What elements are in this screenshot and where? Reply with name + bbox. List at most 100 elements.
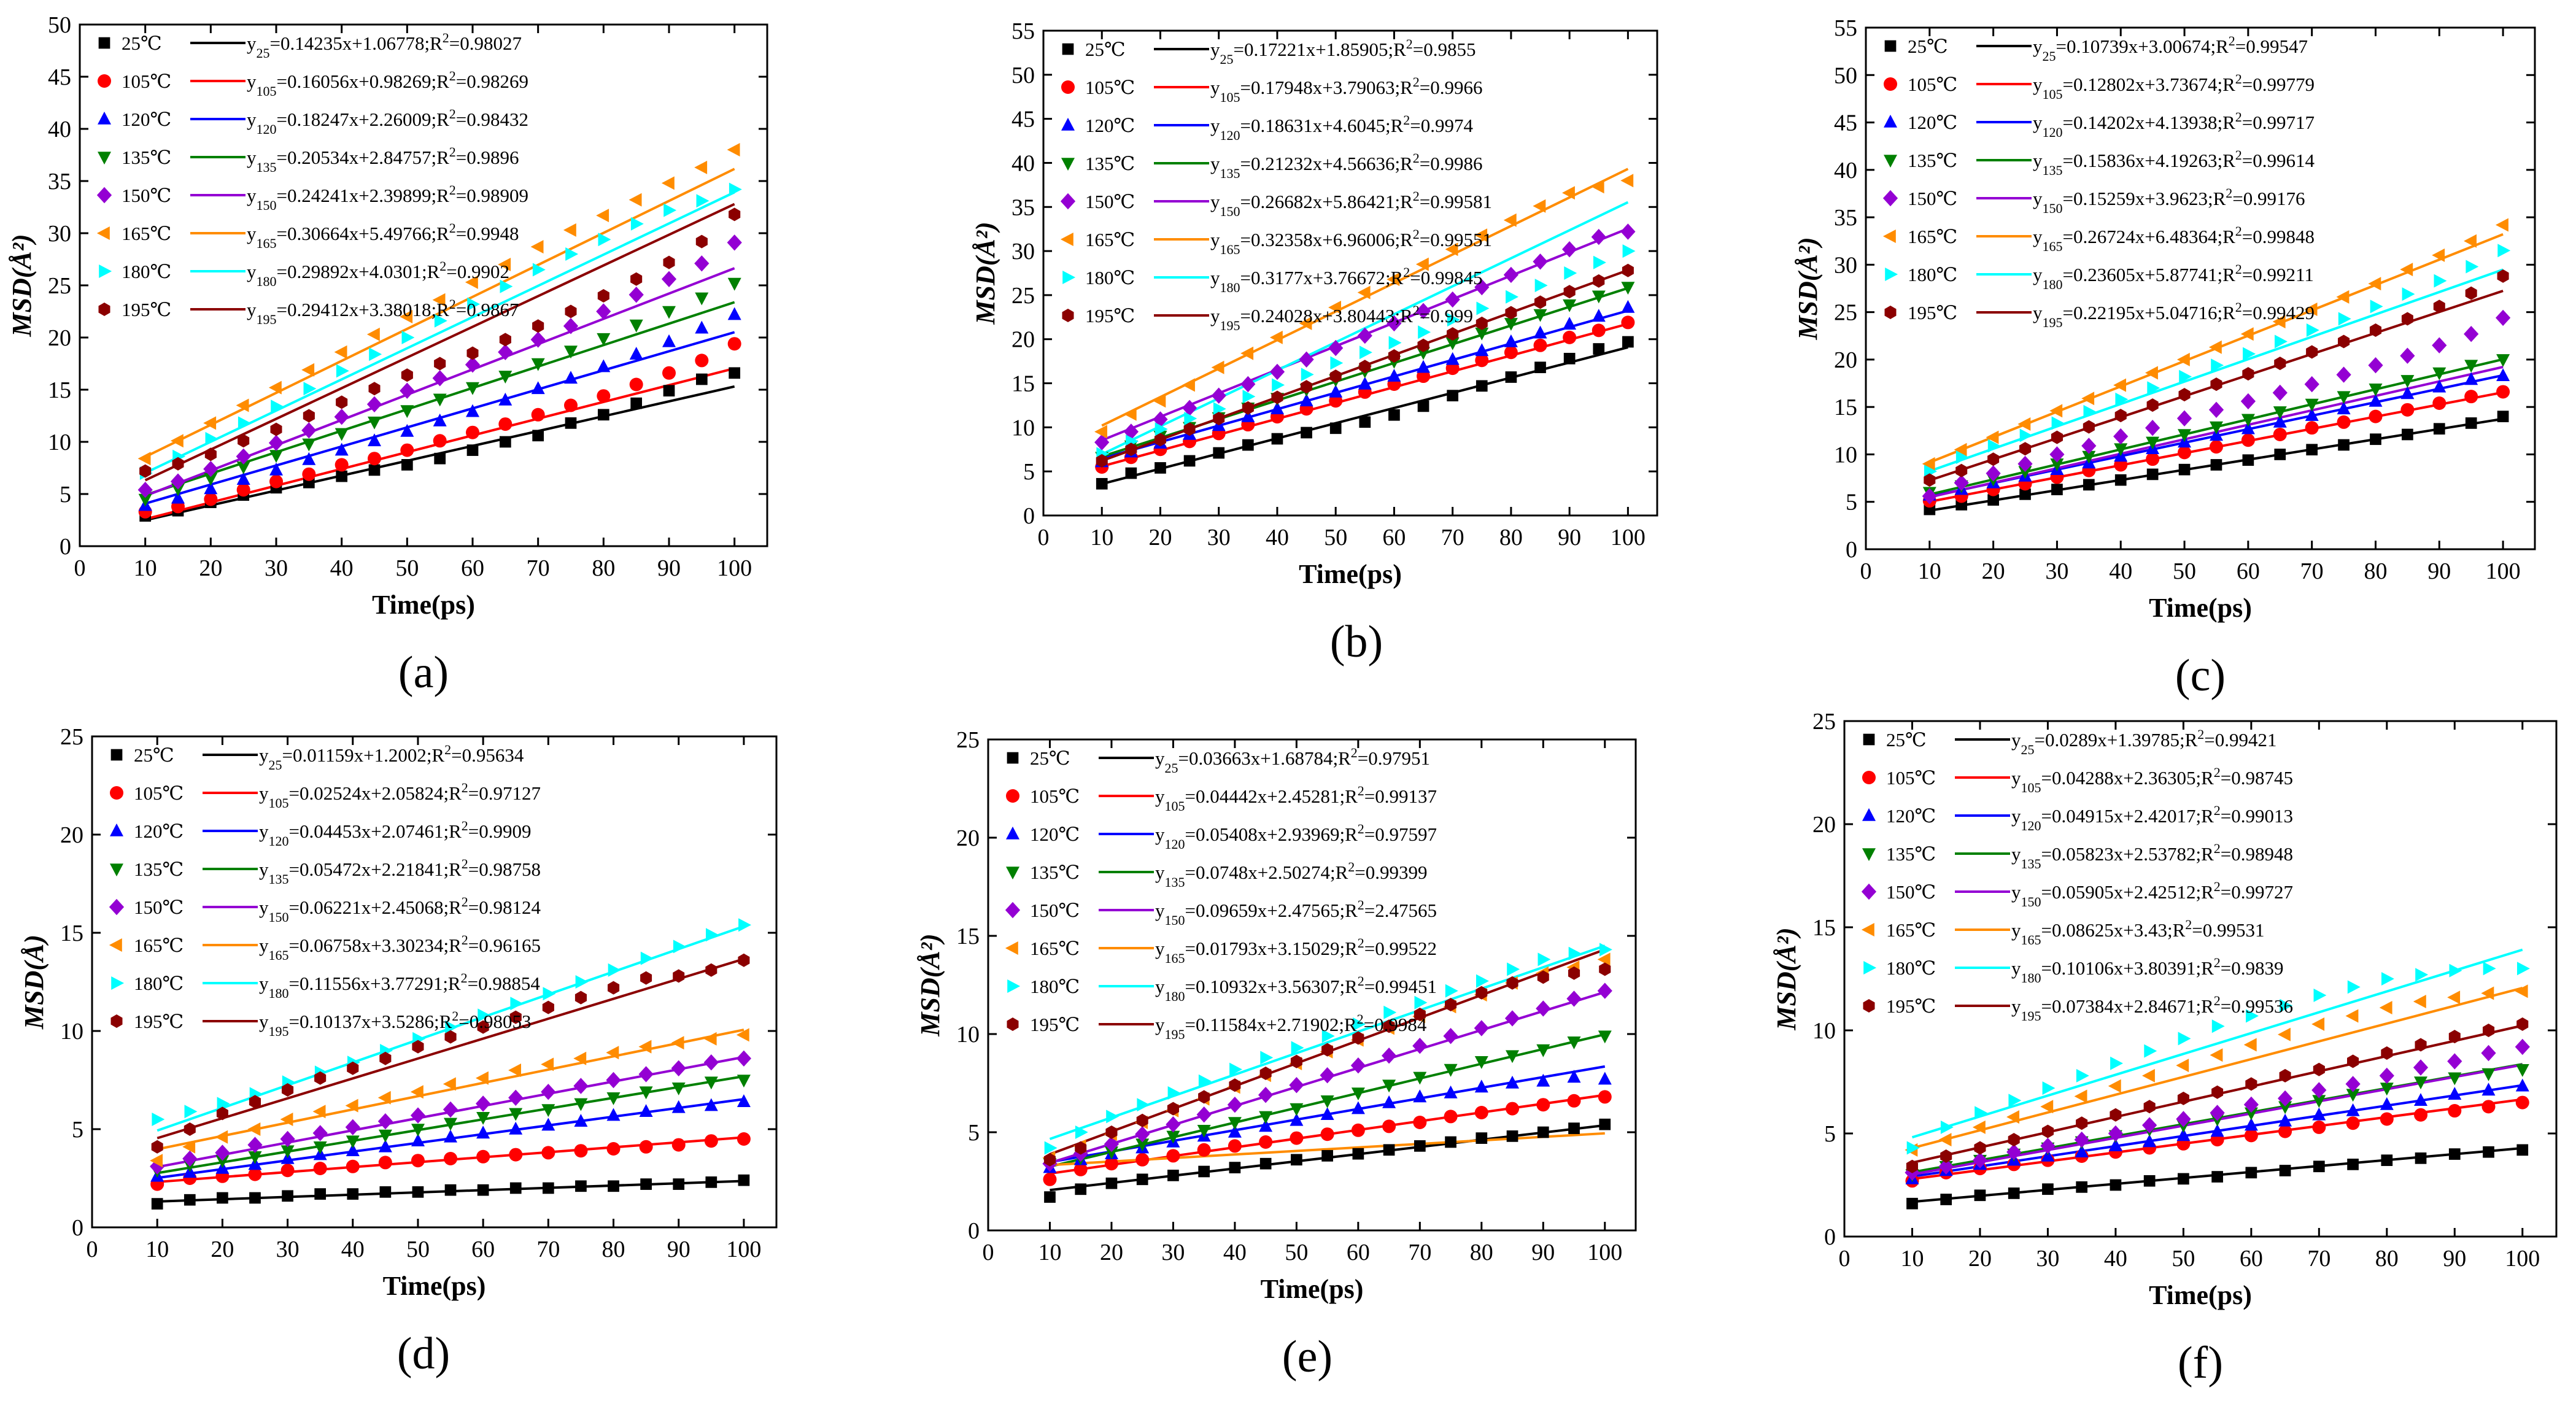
data-point-180	[2338, 312, 2351, 326]
data-point-105	[1598, 1090, 1612, 1104]
data-point-180	[1360, 345, 1372, 360]
data-point-165	[1954, 442, 1967, 457]
data-point-150	[541, 1084, 556, 1100]
data-point-25	[151, 1198, 163, 1210]
data-point-195	[2497, 269, 2509, 283]
data-point-120	[2278, 1113, 2292, 1127]
data-point-195	[1906, 1159, 1918, 1173]
legend-temperature-label: 25℃	[1886, 729, 1927, 751]
data-point-25	[1599, 1118, 1611, 1130]
y-tick-label: 25	[956, 727, 980, 753]
panel-label: (a)	[398, 647, 449, 698]
data-point-120	[269, 462, 283, 476]
data-point-25	[1075, 1183, 1087, 1195]
legend-temperature-label: 135℃	[1886, 843, 1936, 865]
data-point-105	[671, 1138, 686, 1152]
data-point-180	[1353, 1017, 1366, 1031]
data-point-135	[629, 319, 643, 333]
legend-fit-equation: y120=0.05408x+2.93969;R2=0.97597	[1155, 821, 1437, 852]
y-tick-label: 50	[1011, 63, 1035, 88]
data-point-180	[1564, 266, 1577, 280]
data-point-135	[695, 292, 709, 306]
data-point-135	[564, 345, 578, 359]
legend-fit-equation: y165=0.32358x+6.96006;R2=0.99551	[1210, 226, 1492, 257]
data-point-180	[2275, 334, 2288, 349]
data-point-105	[597, 389, 611, 403]
data-point-135	[1506, 1050, 1519, 1064]
legend-marker-120	[1061, 117, 1075, 131]
legend-marker-135	[1862, 848, 1876, 862]
data-point-195	[1352, 1031, 1364, 1045]
x-tick-label: 100	[717, 555, 752, 581]
data-point-105	[1475, 353, 1489, 368]
legend-marker-150	[109, 898, 125, 916]
data-point-150	[2413, 1059, 2429, 1076]
data-point-25	[2313, 1160, 2325, 1173]
data-point-135	[2496, 354, 2510, 367]
data-point-165	[247, 1122, 261, 1136]
data-point-120	[2448, 1087, 2462, 1100]
data-point-105	[2380, 1112, 2394, 1126]
data-point-150	[1094, 434, 1110, 450]
data-point-25	[2483, 1146, 2494, 1158]
data-point-25	[368, 464, 381, 476]
data-point-180	[369, 347, 382, 361]
data-point-150	[563, 318, 579, 334]
data-point-135	[2380, 1083, 2394, 1096]
data-point-195	[2051, 430, 2063, 444]
data-point-150	[1938, 1158, 1954, 1175]
data-point-150	[703, 1054, 719, 1071]
data-point-25	[1476, 380, 1488, 392]
data-point-25	[1229, 1162, 1241, 1173]
data-point-180	[1414, 995, 1428, 1009]
data-point-195	[347, 1061, 359, 1075]
data-point-25	[1301, 427, 1312, 439]
data-point-195	[1183, 422, 1196, 436]
legend-fit-equation: y195=0.07384x+2.84671;R2=0.99536	[2011, 993, 2293, 1024]
y-tick-label: 5	[1846, 490, 1857, 515]
data-point-25	[1622, 336, 1634, 348]
data-point-195	[2245, 1077, 2257, 1091]
data-point-180	[303, 382, 317, 396]
data-point-180	[2110, 1056, 2123, 1070]
data-point-165	[1591, 180, 1604, 194]
data-point-150	[215, 1145, 230, 1161]
data-point-25	[1096, 477, 1108, 490]
y-tick-label: 30	[48, 221, 71, 247]
data-point-150	[1269, 363, 1285, 380]
legend-marker-150	[1060, 193, 1076, 210]
legend-fit-equation: y165=0.08625x+3.43;R2=0.99531	[2011, 917, 2265, 948]
data-point-180	[217, 1097, 230, 1111]
data-point-135	[737, 1075, 751, 1088]
data-point-180	[2517, 962, 2530, 976]
data-point-195	[2110, 1108, 2122, 1122]
data-point-135	[2210, 421, 2223, 434]
y-tick-label: 35	[1834, 205, 1857, 231]
legend-marker-195	[1007, 1017, 1019, 1031]
data-point-165	[1094, 425, 1107, 439]
data-point-195	[1242, 401, 1254, 415]
y-tick-label: 0	[1824, 1224, 1836, 1250]
data-point-180	[467, 297, 481, 311]
legend-fit-equation: y120=0.18247x+2.26009;R2=0.98432	[247, 106, 528, 137]
data-point-165	[2176, 1059, 2189, 1073]
x-tick-label: 80	[2375, 1246, 2399, 1272]
data-point-120	[1351, 1101, 1365, 1114]
x-tick-label: 90	[2443, 1246, 2466, 1272]
data-point-150	[694, 255, 710, 272]
data-point-150	[1166, 1116, 1181, 1133]
data-point-120	[574, 1114, 588, 1127]
x-tick-label: 60	[2240, 1246, 2263, 1272]
data-point-150	[2432, 337, 2447, 353]
y-tick-label: 20	[1011, 327, 1035, 353]
data-point-105	[2146, 452, 2160, 466]
y-tick-label: 10	[48, 430, 71, 455]
data-point-105	[433, 434, 447, 448]
data-point-195	[2516, 1017, 2529, 1031]
data-point-25	[542, 1182, 554, 1194]
data-point-150	[606, 1071, 621, 1089]
data-point-180	[1260, 1051, 1274, 1065]
x-tick-label: 80	[1470, 1240, 1493, 1265]
legend-fit-equation: y105=0.16056x+0.98269;R2=0.98269	[247, 68, 528, 99]
